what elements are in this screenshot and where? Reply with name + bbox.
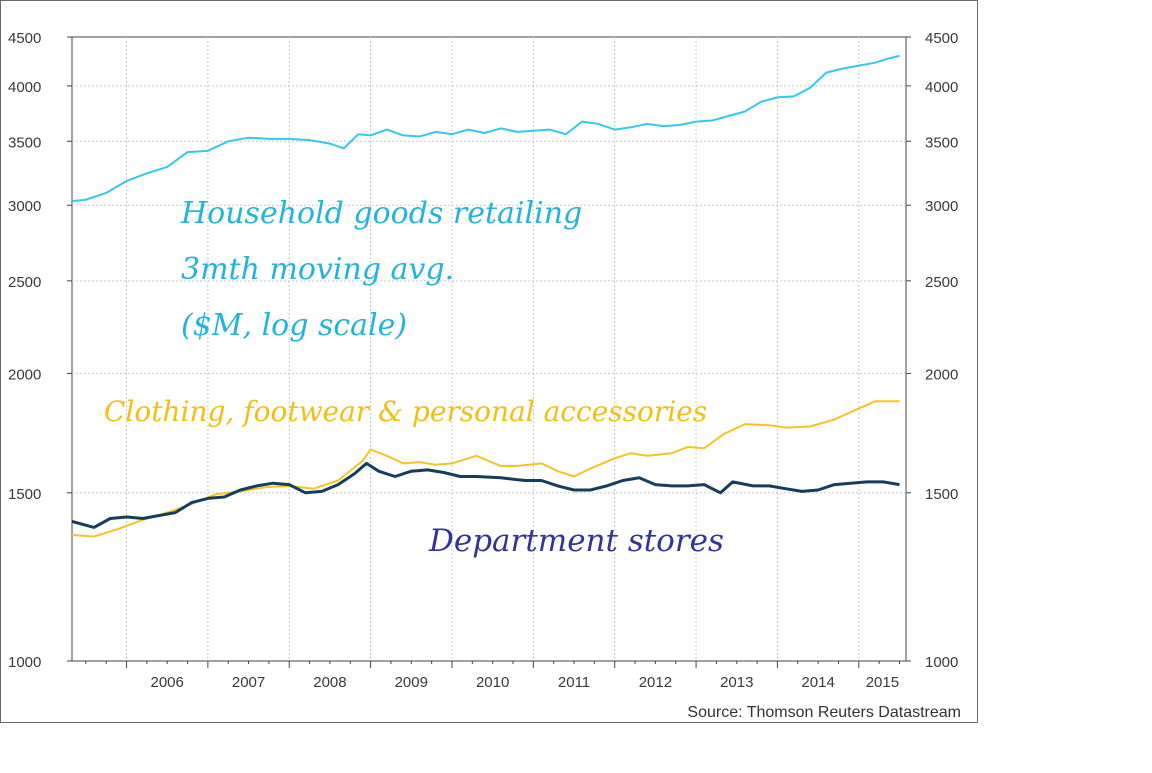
y-tick-label-right: 2000 [925,366,958,383]
x-tick-label: 2007 [232,674,265,691]
series-annotation-3: Department stores [428,523,724,559]
series-annotation-1: ($M, log scale) [181,308,407,343]
x-tick-label: 2010 [476,674,509,691]
series-layer [71,54,900,538]
y-tick-label-left: 1000 [8,654,41,671]
y-tick-label-right: 2500 [925,274,958,291]
y-tick-label-right: 3500 [925,134,958,151]
x-tick-label: 2014 [801,674,834,691]
annotation-layer: Household goods retailing 3mth moving avg… [104,196,724,559]
y-tick-label-right: 1500 [925,486,958,503]
y-axis-left: 1000 1500 2000 2500 3000 3500 4000 4500 [8,30,72,671]
y-tick-label-right: 1000 [925,654,958,671]
chart-frame: 1000 1500 2000 2500 3000 3500 4000 4500 1000 150… [0,0,978,723]
y-tick-label-right: 4000 [925,79,958,96]
plot-area [71,36,907,662]
grid [72,37,906,661]
y-tick-label-left: 2000 [8,366,41,383]
chart-svg: 1000 1500 2000 2500 3000 3500 4000 4500 1000 150… [8,30,961,721]
x-tick-label: 2009 [395,674,428,691]
y-tick-label-left: 3000 [8,198,41,215]
y-tick-label-left: 4000 [8,79,41,96]
y-tick-label-left: 2500 [8,274,41,291]
x-tick-label: 2013 [720,674,753,691]
y-axis-right: 1000 1500 2000 2500 3000 3500 4000 4500 [906,30,958,671]
source-label: Source: Thomson Reuters Datastream [687,704,961,721]
series-line-1 [71,54,900,203]
y-tick-label-right: 4500 [925,30,958,47]
x-tick-label: 2015 [866,674,899,691]
x-tick-label: 2008 [313,674,346,691]
y-tick-label-left: 4500 [8,30,41,47]
x-axis: 2006 2007 2008 2009 2010 2011 2012 2013 2014 2015 [85,661,900,691]
y-tick-label-left: 3500 [8,134,41,151]
x-tick-label: 2006 [151,674,184,691]
series-annotation-2: Clothing, footwear & personal accessorie… [104,395,707,428]
x-tick-label: 2011 [558,674,590,691]
x-tick-label: 2012 [639,674,672,691]
series-line-3 [71,461,900,529]
y-tick-label-left: 1500 [8,486,41,503]
series-annotation-1: 3mth moving avg. [181,252,454,287]
y-tick-label-right: 3000 [925,198,958,215]
series-annotation-1: Household goods retailing [180,196,582,231]
